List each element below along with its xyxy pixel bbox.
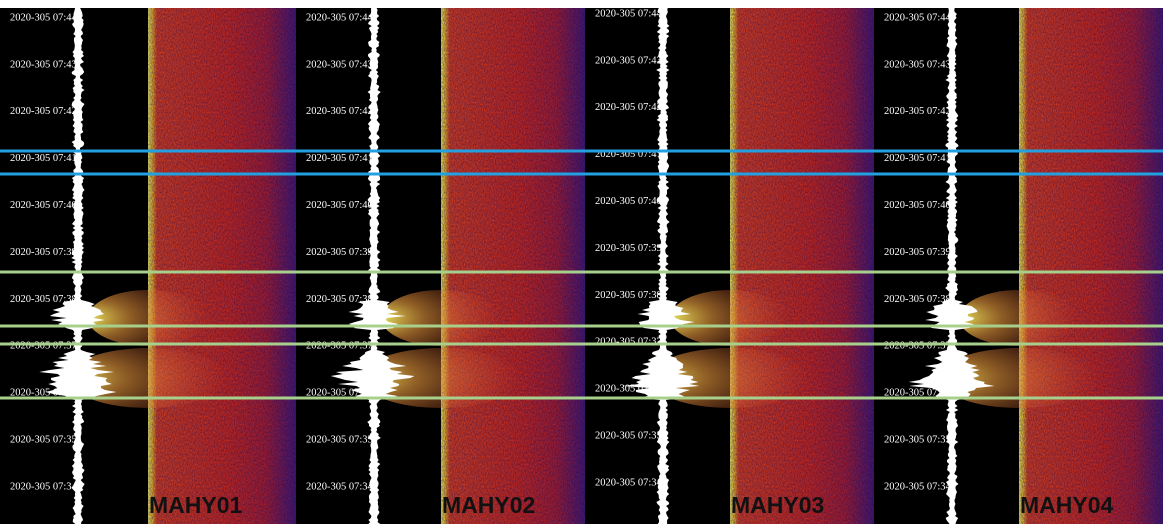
time-label: 2020-305 07:43 [595, 55, 662, 66]
time-label: 2020-305 07:43 [306, 59, 373, 70]
time-label: 2020-305 07:40 [884, 200, 951, 211]
panels: 2020-305 07:44 2020-305 07:43 2020-305 07:… [0, 8, 1163, 524]
time-label: 2020-305 07:34 [10, 481, 78, 492]
time-label: 2020-305 07:38 [595, 290, 662, 301]
time-label: 2020-305 07:42 [306, 106, 373, 117]
spectrogram-texture [148, 8, 296, 524]
panel: 2020-305 07:44 2020-305 07:43 2020-305 07:… [585, 8, 874, 524]
station-label: MAHY02 [442, 492, 535, 518]
time-label: 2020-305 07:35 [10, 435, 77, 446]
waveform [39, 8, 117, 524]
event-energy [939, 348, 1099, 408]
spectrogram-texture [441, 8, 585, 524]
time-label: 2020-305 07:41 [306, 153, 373, 164]
time-label: 2020-305 07:38 [884, 294, 951, 305]
time-label: 2020-305 07:44 [884, 12, 952, 23]
event-energy [361, 348, 521, 408]
time-label: 2020-305 07:40 [595, 196, 662, 207]
time-label: 2020-305 07:41 [10, 153, 77, 164]
event-energy [650, 348, 810, 408]
time-label: 2020-305 07:39 [884, 247, 951, 258]
time-label: 2020-305 07:39 [306, 247, 373, 258]
time-label: 2020-305 07:37 [10, 341, 77, 352]
time-label: 2020-305 07:43 [884, 59, 951, 70]
time-label: 2020-305 07:40 [306, 200, 373, 211]
time-label: 2020-305 07:37 [884, 341, 951, 352]
station-label: MAHY03 [731, 492, 824, 518]
time-label: 2020-305 07:36 [884, 388, 951, 399]
time-label: 2020-305 07:35 [884, 435, 951, 446]
spectrogram-texture [1019, 8, 1163, 524]
time-label: 2020-305 07:34 [306, 481, 374, 492]
spectrogram-texture [730, 8, 874, 524]
event-energy [670, 290, 790, 346]
time-label: 2020-305 07:36 [595, 384, 662, 395]
event-energy [88, 290, 208, 346]
time-label: 2020-305 07:39 [595, 243, 662, 254]
station-label: MAHY04 [1020, 492, 1114, 518]
time-label: 2020-305 07:35 [595, 431, 662, 442]
station-label: MAHY01 [149, 492, 243, 518]
event-energy [381, 290, 501, 346]
event-energy [959, 290, 1079, 346]
waveform [622, 8, 700, 524]
time-label: 2020-305 07:44 [595, 8, 663, 19]
panel: 2020-305 07:44 2020-305 07:43 2020-305 07:… [0, 8, 296, 524]
panel: 2020-305 07:44 2020-305 07:43 2020-305 07:… [874, 8, 1163, 524]
time-label: 2020-305 07:40 [10, 200, 77, 211]
panel: 2020-305 07:44 2020-305 07:43 2020-305 07:… [296, 8, 585, 524]
time-label: 2020-305 07:36 [306, 388, 373, 399]
time-label: 2020-305 07:41 [884, 153, 951, 164]
waveform [908, 8, 995, 524]
time-label: 2020-305 07:41 [595, 149, 662, 160]
time-label: 2020-305 07:38 [10, 294, 77, 305]
seismogram-background [296, 8, 441, 524]
time-label: 2020-305 07:42 [884, 106, 951, 117]
time-label: 2020-305 07:34 [884, 481, 952, 492]
waveform [330, 8, 415, 524]
seismogram-background [585, 8, 730, 524]
time-label: 2020-305 07:44 [306, 12, 374, 23]
seismogram-background [874, 8, 1019, 524]
seismogram-background [0, 8, 148, 524]
time-label: 2020-305 07:34 [595, 477, 663, 488]
time-label: 2020-305 07:44 [10, 12, 78, 23]
time-label: 2020-305 07:37 [306, 341, 373, 352]
time-label: 2020-305 07:39 [10, 247, 77, 258]
time-label: 2020-305 07:42 [595, 102, 662, 113]
time-label: 2020-305 07:35 [306, 435, 373, 446]
event-lines [0, 149, 1163, 400]
time-label: 2020-305 07:43 [10, 59, 77, 70]
time-label: 2020-305 07:37 [595, 337, 662, 348]
time-label: 2020-305 07:38 [306, 294, 373, 305]
time-label: 2020-305 07:42 [10, 106, 77, 117]
time-label: 2020-305 07:36 [10, 388, 77, 399]
